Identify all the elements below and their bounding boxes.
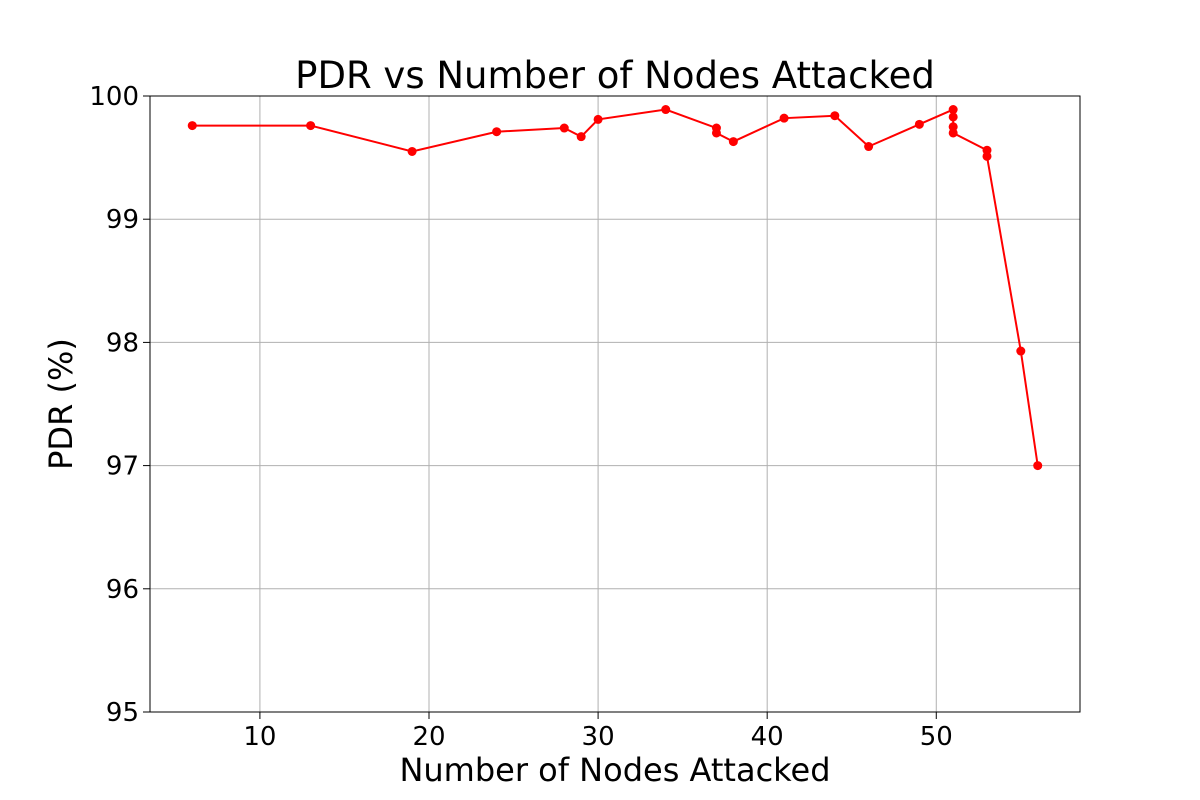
series-line <box>192 108 1039 466</box>
data-point <box>711 128 721 138</box>
axis-ticks: 10 20 30 40 50 95 96 97 98 99 100 <box>89 82 952 752</box>
plot-frame <box>149 95 1081 713</box>
y-tick-label: 99 <box>106 205 139 235</box>
y-tick-label: 98 <box>106 328 139 358</box>
x-tick-label: 40 <box>751 722 784 752</box>
data-point <box>948 105 958 115</box>
x-tick-label: 20 <box>412 722 445 752</box>
y-tick-label: 96 <box>106 575 139 605</box>
data-point <box>982 145 992 155</box>
data-point <box>492 127 502 137</box>
y-axis-label: PDR (%) <box>42 338 80 470</box>
data-point <box>576 132 586 142</box>
x-tick-label: 30 <box>582 722 615 752</box>
data-point <box>982 151 992 161</box>
data-point <box>948 128 958 138</box>
data-point <box>1016 346 1026 356</box>
grid-lines <box>150 95 1080 713</box>
data-point <box>864 142 874 152</box>
data-point <box>1033 461 1043 471</box>
data-point <box>728 137 738 147</box>
data-point <box>948 112 958 122</box>
data-point <box>559 123 569 133</box>
x-tick-label: 50 <box>920 722 953 752</box>
data-point <box>779 113 789 123</box>
y-tick-label: 100 <box>89 82 139 112</box>
x-tick-label: 10 <box>243 722 276 752</box>
y-tick-label: 95 <box>106 698 139 728</box>
data-point <box>306 121 316 131</box>
data-point <box>948 122 958 132</box>
data-point <box>830 111 840 121</box>
data-point <box>593 114 603 124</box>
data-series <box>187 105 1043 471</box>
x-axis-label: Number of Nodes Attacked <box>399 751 830 789</box>
y-tick-label: 97 <box>106 452 139 482</box>
chart-title: PDR vs Number of Nodes Attacked <box>295 54 935 97</box>
data-point <box>407 146 417 156</box>
data-point <box>187 121 197 131</box>
data-point <box>661 105 671 115</box>
data-point <box>914 119 924 129</box>
